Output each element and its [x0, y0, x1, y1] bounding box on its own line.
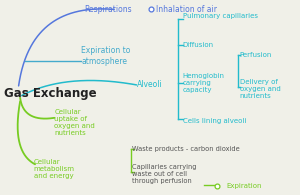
- Text: Gas Exchange: Gas Exchange: [4, 87, 96, 100]
- Text: Pulmonary capillaries: Pulmonary capillaries: [183, 13, 258, 19]
- Text: Diffusion: Diffusion: [183, 42, 214, 48]
- Text: Cellular
metabolism
and energy: Cellular metabolism and energy: [34, 159, 74, 179]
- Text: Delivery of
oxygen and
nutrients: Delivery of oxygen and nutrients: [240, 79, 280, 99]
- Text: Inhalation of air: Inhalation of air: [156, 5, 217, 14]
- Text: Expiration to
atmosphere: Expiration to atmosphere: [81, 46, 131, 66]
- Text: Waste products - carbon dioxide: Waste products - carbon dioxide: [132, 146, 240, 152]
- Text: Perfusion: Perfusion: [240, 52, 272, 58]
- Text: Expiration: Expiration: [226, 183, 262, 189]
- Text: Capillaries carrying
waste out of cell
through perfusion: Capillaries carrying waste out of cell t…: [132, 164, 196, 184]
- Text: Cells lining alveoli: Cells lining alveoli: [183, 118, 246, 124]
- Text: Hemoglobin
carrying
capacity: Hemoglobin carrying capacity: [183, 73, 225, 93]
- Text: Cellular
uptake of
oxygen and
nutrients: Cellular uptake of oxygen and nutrients: [54, 109, 95, 136]
- Text: Alveoli: Alveoli: [136, 80, 162, 90]
- Text: Respirations: Respirations: [84, 5, 132, 14]
